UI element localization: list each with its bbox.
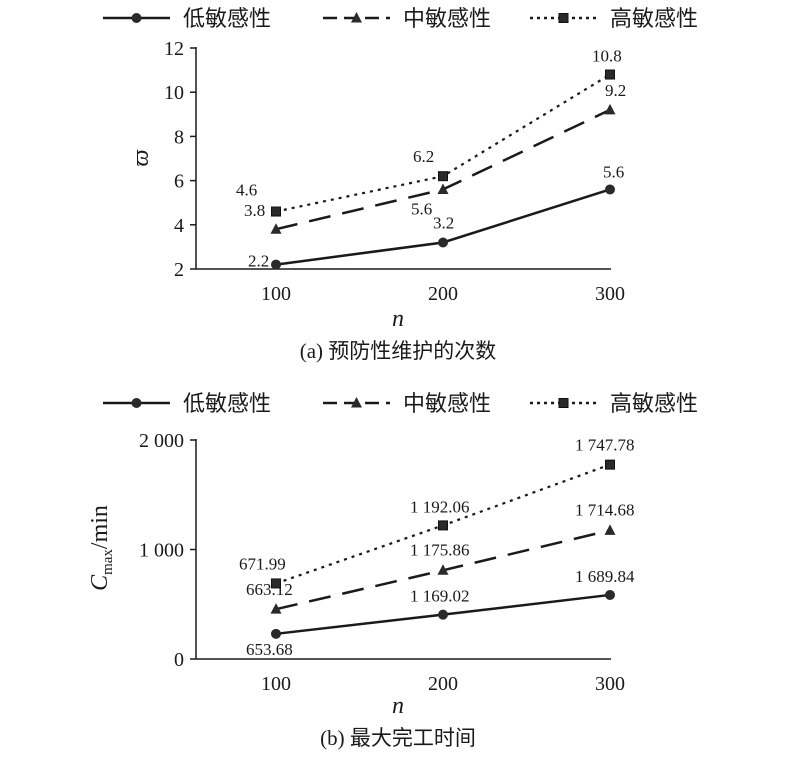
y-tick-label: 8 bbox=[174, 126, 184, 148]
legend-marker-triangle bbox=[351, 12, 362, 23]
data-label: 5.6 bbox=[603, 162, 624, 181]
legend-label-2: 中敏感性 bbox=[403, 7, 491, 32]
data-point bbox=[438, 609, 448, 620]
data-point bbox=[270, 603, 282, 614]
x-tick-label: 300 bbox=[595, 283, 625, 305]
y-tick-label: 2 000 bbox=[139, 430, 184, 452]
data-point bbox=[604, 524, 616, 535]
x-tick-label: 300 bbox=[595, 673, 625, 695]
data-label: 6.2 bbox=[413, 147, 434, 166]
legend-marker-square bbox=[558, 13, 569, 23]
chart-caption: (a) 预防性维护的次数 bbox=[300, 339, 497, 363]
data-point bbox=[438, 237, 448, 248]
data-label: 4.6 bbox=[236, 181, 257, 200]
series-dashed: 663.12 1 175.86 1 714.68 bbox=[246, 500, 635, 614]
data-point bbox=[437, 564, 449, 575]
legend-marker-circle bbox=[131, 398, 142, 408]
data-point bbox=[605, 589, 615, 600]
y-axis-label-main: C bbox=[87, 574, 113, 591]
data-label: 1 169.02 bbox=[410, 587, 470, 606]
data-label: 1 714.68 bbox=[575, 500, 635, 519]
data-point bbox=[438, 520, 448, 531]
legend-marker-square bbox=[558, 398, 569, 408]
legend-label-1: 低敏感性 bbox=[183, 392, 271, 417]
x-axis-label: n bbox=[392, 693, 404, 719]
x-axis-label: n bbox=[392, 306, 404, 332]
y-axis-label-sub: max bbox=[100, 549, 116, 575]
chart-b: 0 1 000 2 000 100 200 300 n Cmax/min 653.68 1 169… bbox=[87, 430, 635, 750]
data-label: 1 689.84 bbox=[575, 567, 635, 586]
y-tick-label: 2 bbox=[174, 259, 184, 281]
legend-a: 低敏感性 中敏感性 高敏感性 bbox=[103, 7, 698, 32]
x-tick-label: 200 bbox=[428, 673, 458, 695]
data-label: 5.6 bbox=[411, 199, 432, 218]
data-point bbox=[271, 578, 281, 589]
y-tick-label: 1 000 bbox=[139, 540, 184, 562]
data-point bbox=[605, 69, 615, 80]
legend-label-3: 高敏感性 bbox=[610, 392, 698, 417]
data-point bbox=[438, 171, 448, 182]
x-tick-label: 100 bbox=[261, 283, 291, 305]
series-solid: 653.68 1 169.02 1 689.84 bbox=[246, 567, 635, 659]
data-point bbox=[605, 459, 615, 470]
data-point bbox=[604, 103, 616, 115]
series-dotted: 4.6 6.2 10.8 bbox=[236, 47, 622, 217]
data-label: 2.2 bbox=[248, 252, 269, 271]
legend-b: 低敏感性 中敏感性 高敏感性 bbox=[103, 392, 698, 417]
y-tick-label: 4 bbox=[174, 215, 184, 237]
data-point bbox=[271, 259, 281, 270]
data-point bbox=[271, 206, 281, 217]
x-tick-label: 200 bbox=[428, 283, 458, 305]
data-point bbox=[271, 628, 281, 639]
y-axis-label: ϖ bbox=[128, 149, 154, 166]
legend-marker-triangle bbox=[351, 397, 362, 408]
y-axis-label: Cmax/min bbox=[87, 505, 116, 591]
data-label: 1 192.06 bbox=[410, 497, 470, 516]
y-axis-label-unit: /min bbox=[87, 505, 113, 549]
chart-caption: (b) 最大完工时间 bbox=[320, 726, 476, 750]
data-point bbox=[605, 184, 615, 195]
data-label: 671.99 bbox=[239, 554, 286, 573]
legend-marker-circle bbox=[131, 13, 142, 23]
y-tick-label: 0 bbox=[174, 649, 184, 671]
legend-label-1: 低敏感性 bbox=[183, 7, 271, 32]
series-dashed: 3.8 5.6 9.2 bbox=[244, 81, 626, 234]
data-label: 663.12 bbox=[246, 580, 293, 599]
y-tick-label: 12 bbox=[164, 38, 184, 60]
data-point bbox=[437, 183, 449, 194]
data-label: 1 747.78 bbox=[575, 436, 635, 455]
legend-label-2: 中敏感性 bbox=[403, 392, 491, 417]
data-label: 1 175.86 bbox=[410, 540, 470, 559]
data-label: 9.2 bbox=[605, 81, 626, 100]
legend-label-3: 高敏感性 bbox=[610, 7, 698, 32]
x-tick-label: 100 bbox=[261, 673, 291, 695]
data-label: 3.2 bbox=[433, 213, 454, 232]
y-tick-label: 6 bbox=[174, 171, 184, 193]
series-dotted: 671.99 1 192.06 1 747.78 bbox=[239, 436, 635, 589]
data-label: 653.68 bbox=[246, 640, 293, 659]
data-point bbox=[270, 223, 282, 234]
series-line bbox=[275, 108, 611, 231]
data-label: 3.8 bbox=[244, 201, 265, 220]
series-solid: 2.23.25.6 bbox=[248, 162, 624, 270]
y-tick-label: 10 bbox=[164, 82, 184, 104]
data-label: 10.8 bbox=[592, 47, 622, 66]
